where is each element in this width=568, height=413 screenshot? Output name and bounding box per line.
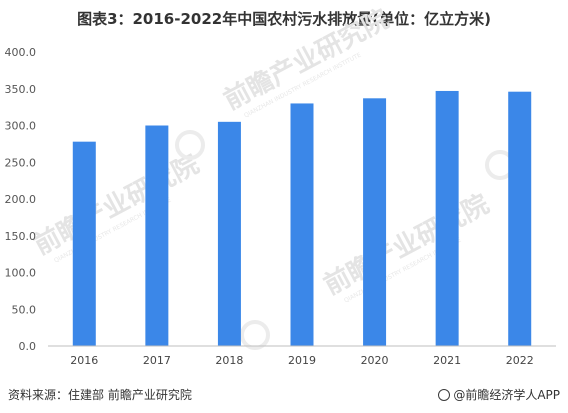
x-axis: 2016 2017 2018 2019 2020 2021 2022 [70,354,533,367]
qianzhan-logo-icon [438,388,451,401]
y-tick-label: 50.0 [12,303,37,316]
bar-2022 [508,91,532,346]
bars [72,90,532,347]
bar-2017 [145,125,169,346]
y-tick-label: 300.0 [5,120,37,133]
y-tick-label: 0.0 [19,340,37,353]
y-axis: 0.0 50.0 100.0 150.0 200.0 250.0 300.0 350.0 400… [5,46,37,353]
brand-credit: @前瞻经济学人APP [438,386,560,403]
watermark-logo-icon [175,130,205,160]
bar-2019 [290,103,314,346]
bar-2016 [72,141,96,346]
y-tick-label: 100.0 [5,267,37,280]
x-tick-label: 2020 [361,354,389,367]
y-tick-label: 200.0 [5,193,37,206]
footer: 资料来源：住建部 前瞻产业研究院 @前瞻经济学人APP [8,386,560,406]
chart-title: 图表3：2016-2022年中国农村污水排放量(单位：亿立方米) [77,10,491,28]
watermark-logo-icon [240,320,270,350]
x-tick-label: 2017 [143,354,171,367]
source-note: 资料来源：住建部 前瞻产业研究院 [8,388,192,402]
x-tick-label: 2016 [70,354,98,367]
brand-text: @前瞻经济学人APP [453,388,560,402]
y-tick-label: 350.0 [5,83,37,96]
watermark-text: 前瞻产业研究院 [29,148,204,261]
x-tick-label: 2021 [433,354,461,367]
bar-2018 [217,121,241,346]
x-tick-label: 2018 [215,354,243,367]
y-tick-label: 150.0 [5,230,37,243]
bar-2021 [435,90,459,346]
y-tick-label: 400.0 [5,46,37,59]
bar-2020 [363,98,387,347]
x-tick-label: 2022 [506,354,534,367]
y-tick-label: 250.0 [5,156,37,169]
watermark-text: 前瞻产业研究院 [319,188,494,301]
x-tick-label: 2019 [288,354,316,367]
